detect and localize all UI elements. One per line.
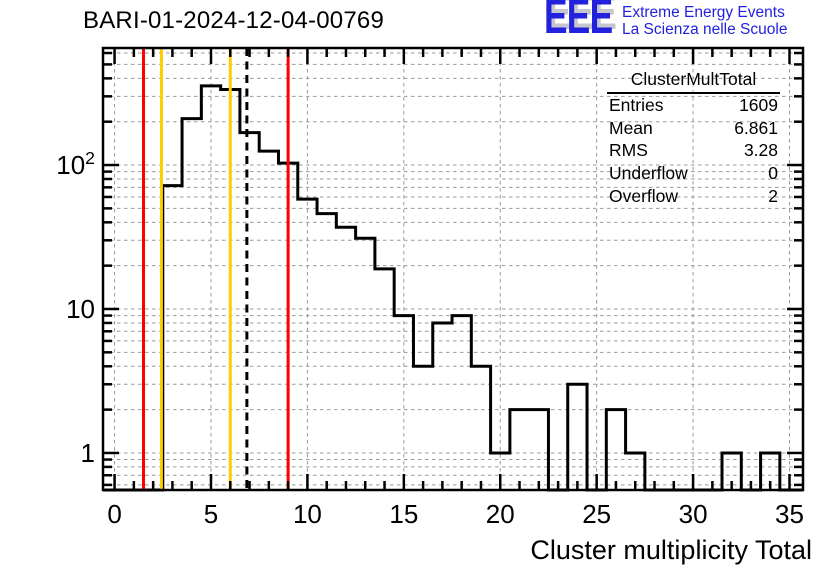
- x-tick-label: 10: [293, 499, 322, 529]
- y-tick-label: 102: [56, 148, 95, 180]
- eee-logo-text: Extreme Energy Events La Scienza nelle S…: [622, 4, 787, 38]
- x-tick-label: 15: [389, 499, 418, 529]
- x-tick-label: 5: [204, 499, 218, 529]
- x-tick-label: 35: [775, 499, 804, 529]
- eee-logo-acronym: EEE: [544, 0, 613, 44]
- plot-frame: [101, 46, 805, 492]
- stats-row-label: Underflow: [609, 162, 688, 183]
- stats-row: Entries 1609: [607, 94, 780, 117]
- stats-row-value: 0: [768, 162, 778, 183]
- y-tick-label: 10: [66, 294, 95, 324]
- stats-row: RMS 3.28: [607, 139, 780, 162]
- stats-row-value: 2: [768, 185, 778, 206]
- stats-row: Mean 6.861: [607, 117, 780, 140]
- stats-row-value: 1609: [739, 94, 778, 115]
- x-tick-label: 20: [486, 499, 515, 529]
- eee-logo-line2: La Scienza nelle Scuole: [622, 21, 788, 38]
- page-title: BARI-01-2024-12-04-00769: [83, 7, 384, 34]
- stats-row-value: 3.28: [743, 140, 778, 161]
- stats-row-label: Entries: [609, 94, 664, 115]
- stats-row: Underflow 0: [607, 162, 780, 185]
- eee-logo-line1: Extreme Energy Events: [622, 4, 785, 21]
- stats-row: Overflow 2: [607, 185, 780, 208]
- x-tick-label: 30: [679, 499, 708, 529]
- x-tick-label: 0: [107, 499, 121, 529]
- stats-row-label: Mean: [609, 117, 653, 138]
- stats-title: ClusterMultTotal: [607, 69, 780, 94]
- stats-rows: Entries 1609 Mean 6.861 RMS 3.28 Underflow 0 Ove…: [607, 94, 780, 207]
- y-tick-label: 1: [81, 438, 95, 468]
- stats-row-label: Overflow: [609, 185, 679, 206]
- eee-logo: EEE: [544, 0, 639, 42]
- x-tick-label: 25: [582, 499, 611, 529]
- stats-row-value: 6.861: [734, 117, 778, 138]
- x-axis-title: Cluster multiplicity Total: [530, 535, 812, 565]
- stats-row-label: RMS: [609, 140, 648, 161]
- stats-box: ClusterMultTotal Entries 1609 Mean 6.861 RMS…: [607, 69, 780, 207]
